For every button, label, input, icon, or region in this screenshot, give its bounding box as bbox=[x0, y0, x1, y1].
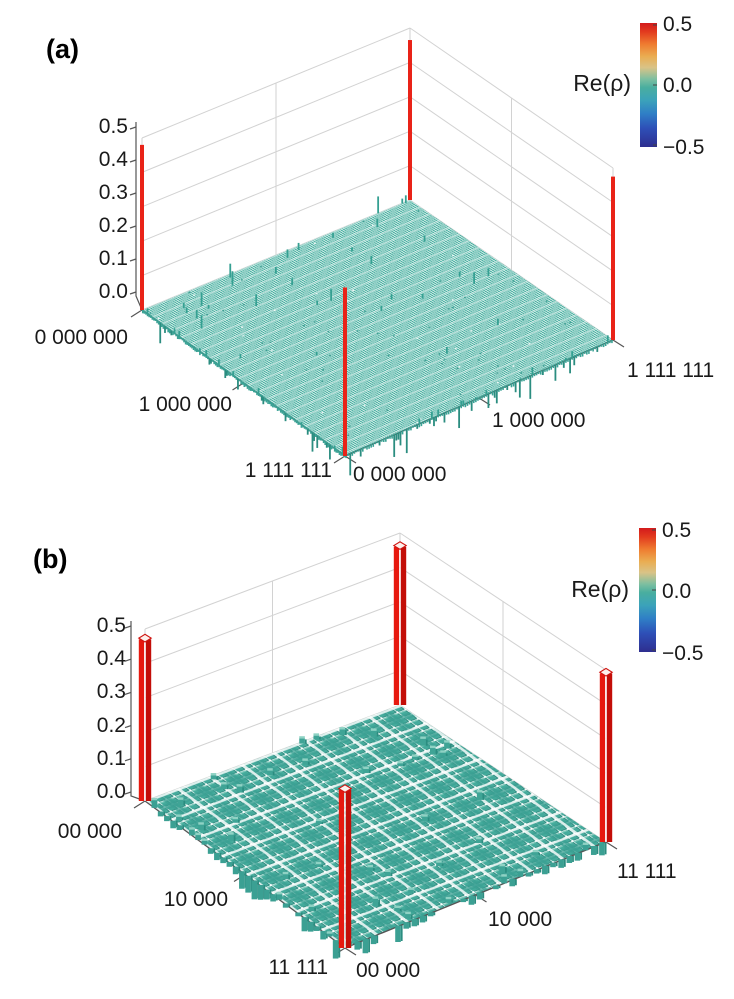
panel-a-col-tick-0: 0 000 000 bbox=[353, 463, 446, 486]
panel-b-label: (b) bbox=[33, 544, 67, 574]
panel-a-text: (a) 0.5 0.4 0.3 0.2 0.1 0.0 0 000 000 1 … bbox=[35, 13, 715, 486]
panel-a-colorbar-tick-zero: 0.0 bbox=[663, 74, 692, 97]
panel-b-row-tick-2: 11 111 bbox=[268, 956, 328, 979]
panel-b-z-tick-0.0: 0.0 bbox=[97, 780, 126, 803]
panel-b-colorbar-tick-max: 0.5 bbox=[662, 519, 691, 542]
panel-a-colorbar-tick-min: −0.5 bbox=[663, 136, 704, 159]
panel-b-z-tick-0.1: 0.1 bbox=[97, 747, 126, 770]
panel-b-3d-plot bbox=[124, 528, 656, 959]
panel-b-z-tick-0.4: 0.4 bbox=[97, 647, 127, 670]
panel-a-row-tick-0: 0 000 000 bbox=[35, 326, 128, 349]
panel-b-text: (b) 0.5 0.4 0.3 0.2 0.1 0.0 00 000 10 00… bbox=[33, 519, 703, 982]
panel-a-z-tick-0.5: 0.5 bbox=[99, 115, 128, 138]
panel-b-col-tick-2: 11 111 bbox=[617, 860, 677, 883]
panel-a-colorbar-tick-max: 0.5 bbox=[663, 13, 692, 36]
panel-a-colorbar-label: Re(ρ) bbox=[573, 70, 631, 96]
panel-a-z-tick-0.2: 0.2 bbox=[99, 214, 128, 237]
panel-a-row-tick-2: 1 111 111 bbox=[245, 459, 332, 482]
panel-b-col-tick-1: 10 000 bbox=[488, 908, 552, 931]
panel-b-row-tick-0: 00 000 bbox=[58, 820, 122, 843]
panel-b-z-tick-0.5: 0.5 bbox=[97, 614, 126, 637]
panel-a-z-tick-0.1: 0.1 bbox=[99, 247, 128, 270]
panel-a-row-tick-1: 1 000 000 bbox=[139, 393, 232, 416]
panel-a-col-tick-1: 1 000 000 bbox=[492, 409, 585, 432]
panel-b-z-tick-0.3: 0.3 bbox=[97, 680, 126, 703]
panel-b-col-tick-0: 00 000 bbox=[356, 959, 420, 982]
panel-a-z-tick-0.4: 0.4 bbox=[99, 148, 129, 171]
panel-b-row-tick-1: 10 000 bbox=[164, 888, 228, 911]
panel-b-colorbar-label: Re(ρ) bbox=[571, 576, 629, 602]
panel-a-col-tick-2: 1 111 111 bbox=[627, 359, 714, 382]
panel-a-z-tick-0.3: 0.3 bbox=[99, 181, 128, 204]
panel-a-z-tick-0.0: 0.0 bbox=[99, 280, 128, 303]
panel-a-3d-plot bbox=[129, 23, 657, 476]
panel-a-label: (a) bbox=[46, 34, 79, 64]
panel-b-z-tick-0.2: 0.2 bbox=[97, 714, 126, 737]
panel-b-colorbar-tick-min: −0.5 bbox=[662, 642, 703, 665]
panel-b-colorbar-tick-zero: 0.0 bbox=[662, 580, 691, 603]
